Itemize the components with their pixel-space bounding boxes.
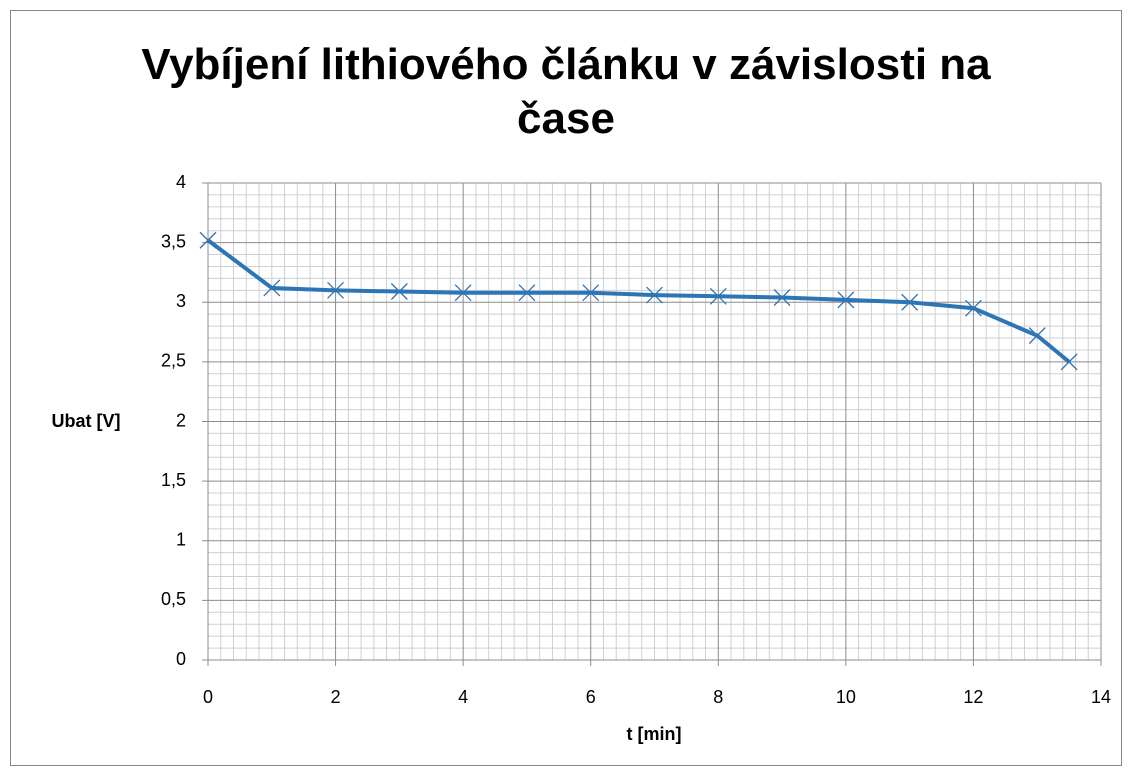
data-marker xyxy=(199,231,217,249)
x-tick-label: 8 xyxy=(713,687,723,707)
data-marker xyxy=(582,284,600,302)
x-tick-label: 12 xyxy=(963,687,983,707)
x-axis-label: t [min] xyxy=(627,724,682,744)
x-tick-label: 2 xyxy=(331,687,341,707)
y-tick-label: 4 xyxy=(176,172,186,192)
x-tick-label: 10 xyxy=(836,687,856,707)
x-tick-label: 0 xyxy=(203,687,213,707)
chart-title: Vybíjení lithiového článku v závislosti … xyxy=(141,40,991,143)
chart-border xyxy=(10,10,1122,766)
y-tick-label: 1 xyxy=(176,530,186,550)
y-tick-label: 0 xyxy=(176,649,186,669)
data-marker xyxy=(901,293,919,311)
x-tick-label: 4 xyxy=(458,687,468,707)
y-axis-label: Ubat [V] xyxy=(52,411,121,431)
data-marker xyxy=(390,283,408,300)
x-tick-label: 6 xyxy=(586,687,596,707)
data-marker xyxy=(1060,353,1078,371)
data-marker xyxy=(454,284,472,302)
grid xyxy=(202,182,1102,666)
y-tick-label: 2,5 xyxy=(161,351,186,371)
y-tick-label: 1,5 xyxy=(161,470,186,490)
x-tick-label: 14 xyxy=(1091,687,1111,707)
y-tick-label: 3 xyxy=(176,291,186,311)
y-tick-label: 2 xyxy=(176,410,186,430)
y-tick-label: 0,5 xyxy=(161,589,186,609)
data-marker xyxy=(709,287,727,305)
data-marker xyxy=(518,284,536,302)
data-marker xyxy=(773,289,791,306)
data-marker xyxy=(837,291,855,309)
data-marker xyxy=(964,299,982,317)
data-marker xyxy=(263,279,281,297)
data-marker xyxy=(646,286,663,304)
data-marker xyxy=(327,281,345,299)
data-marker xyxy=(1028,327,1046,345)
y-tick-label: 3,5 xyxy=(161,231,186,251)
